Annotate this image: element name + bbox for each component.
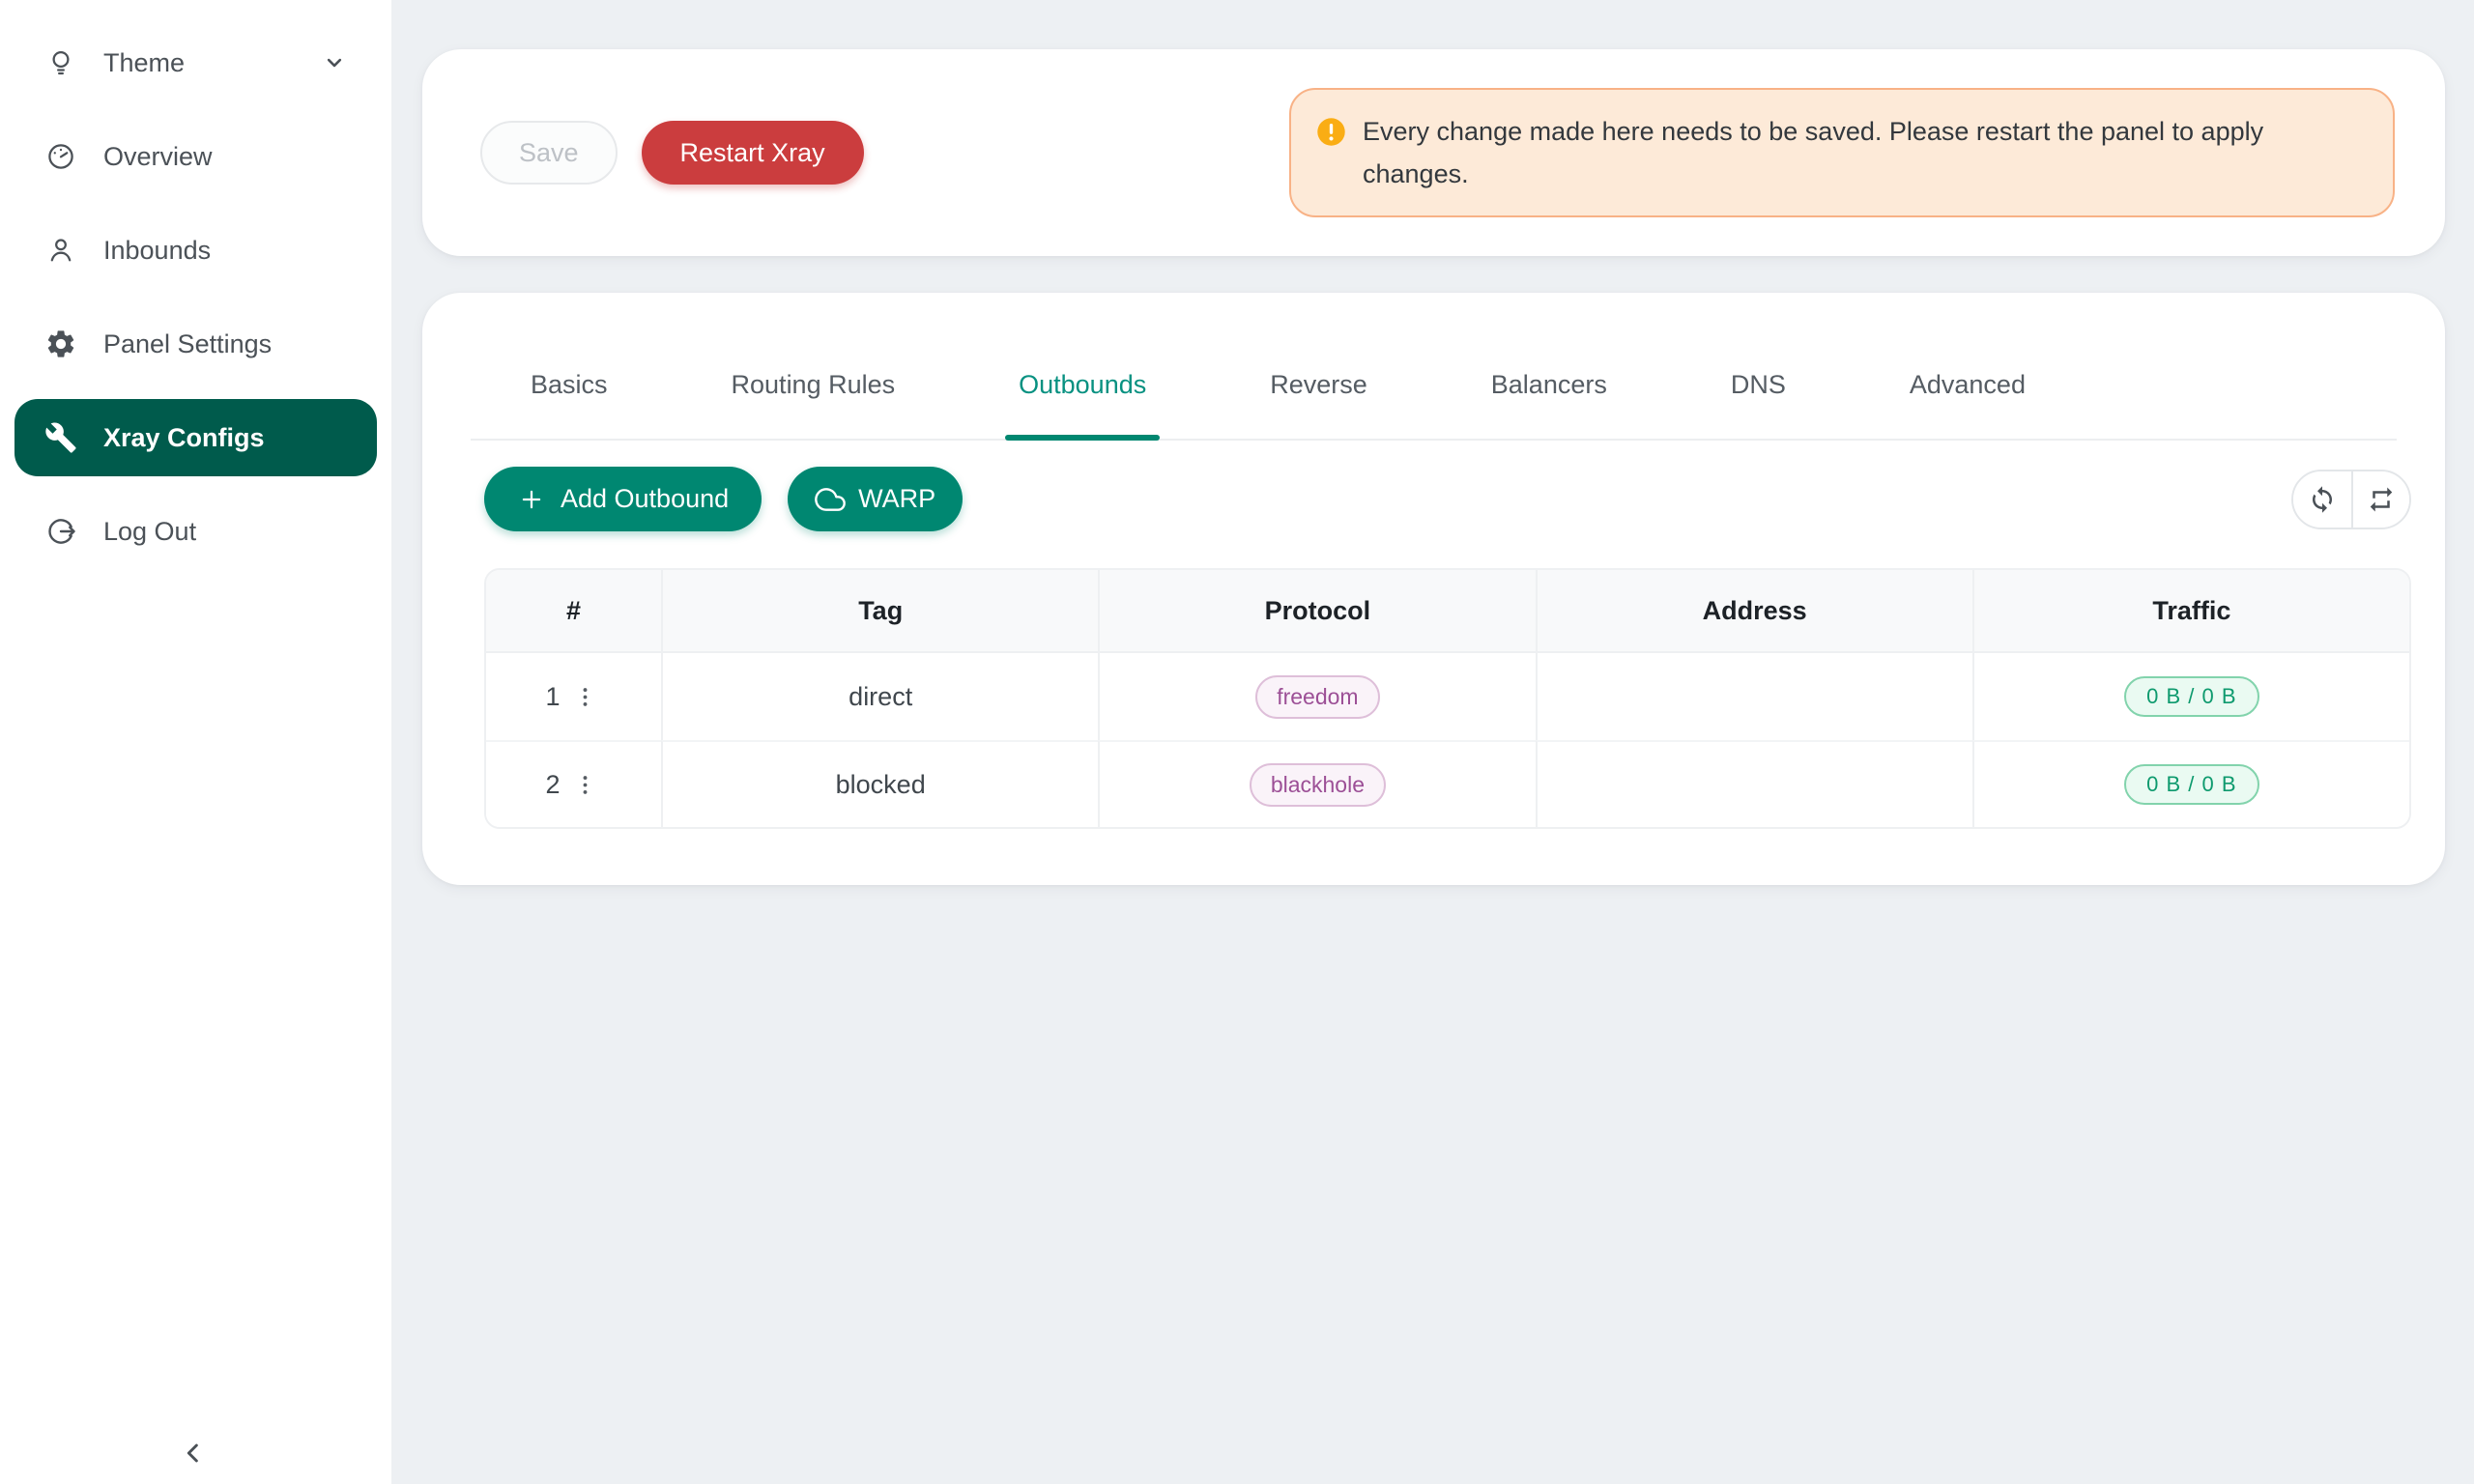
restart-xray-button[interactable]: Restart Xray <box>641 121 864 185</box>
dots-vertical-icon <box>572 684 598 710</box>
table-actions-group <box>2291 469 2411 529</box>
sidebar: Theme Overview Inbounds <box>0 0 391 1484</box>
cell-address <box>1535 740 1972 827</box>
tab-dns[interactable]: DNS <box>1730 370 1786 399</box>
column-header-traffic: Traffic <box>1971 570 2409 653</box>
sidebar-item-xray-configs[interactable]: Xray Configs <box>14 399 377 476</box>
wrench-icon <box>43 420 78 455</box>
main-content: Save Restart Xray Every change made here… <box>391 0 2474 1484</box>
protocol-badge: blackhole <box>1249 762 1386 807</box>
traffic-badge: 0 B / 0 B <box>2124 764 2259 805</box>
tab-basics[interactable]: Basics <box>531 370 608 399</box>
bulb-icon <box>43 45 78 80</box>
refresh-icon <box>2308 485 2337 514</box>
row-menu-button[interactable] <box>568 768 602 802</box>
toolbar-card: Save Restart Xray Every change made here… <box>422 49 2445 256</box>
chevron-left-icon <box>178 1438 209 1469</box>
cell-tag: blocked <box>661 740 1099 827</box>
tab-balancers[interactable]: Balancers <box>1490 370 1607 399</box>
sidebar-item-label: Log Out <box>103 516 197 546</box>
cell-tag: direct <box>661 653 1099 740</box>
xray-configs-card: Basics Routing Rules Outbounds Reverse B… <box>422 293 2445 885</box>
tab-outbounds[interactable]: Outbounds <box>1005 370 1161 441</box>
outbounds-table: # Tag Protocol Address Traffic <box>484 568 2411 829</box>
sidebar-item-label: Overview <box>103 141 213 171</box>
row-menu-button[interactable] <box>568 680 602 714</box>
cloud-icon <box>815 484 847 515</box>
dots-vertical-icon <box>572 772 598 798</box>
save-button[interactable]: Save <box>480 121 618 185</box>
column-header-address: Address <box>1535 570 1972 653</box>
repeat-icon <box>2367 485 2396 514</box>
table-row: 1 direct freedom <box>486 653 2409 740</box>
column-header-index: # <box>486 570 662 653</box>
sidebar-item-label: Theme <box>103 47 186 77</box>
tabs-bar: Basics Routing Rules Outbounds Reverse B… <box>422 293 2445 441</box>
sidebar-item-label: Inbounds <box>103 235 212 265</box>
outbounds-panel: Add Outbound WARP <box>422 467 2445 829</box>
table-header-row: # Tag Protocol Address Traffic <box>486 570 2409 653</box>
alert-text: Every change made here needs to be saved… <box>1363 117 2264 188</box>
tab-reverse[interactable]: Reverse <box>1270 370 1367 399</box>
warning-icon <box>1316 117 1346 147</box>
restart-warning-alert: Every change made here needs to be saved… <box>1289 88 2395 217</box>
column-header-protocol: Protocol <box>1098 570 1536 653</box>
row-index: 2 <box>545 769 561 799</box>
user-icon <box>43 233 78 268</box>
logout-icon <box>43 514 78 549</box>
sidebar-item-overview[interactable]: Overview <box>14 118 377 195</box>
traffic-badge: 0 B / 0 B <box>2124 676 2259 717</box>
sidebar-item-label: Panel Settings <box>103 328 273 358</box>
dashboard-icon <box>43 139 78 174</box>
sidebar-item-log-out[interactable]: Log Out <box>14 493 377 570</box>
tab-routing-rules[interactable]: Routing Rules <box>731 370 896 399</box>
sidebar-item-inbounds[interactable]: Inbounds <box>14 212 377 289</box>
table-row: 2 blocked blackhole <box>486 740 2409 827</box>
row-index: 1 <box>545 681 561 711</box>
add-outbound-button[interactable]: Add Outbound <box>484 467 762 531</box>
sidebar-item-theme[interactable]: Theme <box>14 24 377 101</box>
plus-icon <box>517 485 546 514</box>
gear-icon <box>43 327 78 361</box>
sidebar-item-label: Xray Configs <box>103 422 265 452</box>
cell-address <box>1535 653 1972 740</box>
refresh-button[interactable] <box>2293 471 2351 528</box>
column-header-tag: Tag <box>661 570 1099 653</box>
tab-advanced[interactable]: Advanced <box>1909 370 2026 399</box>
warp-label: WARP <box>858 484 936 513</box>
sidebar-item-panel-settings[interactable]: Panel Settings <box>14 305 377 383</box>
sidebar-collapse-button[interactable] <box>162 1428 224 1478</box>
warp-button[interactable]: WARP <box>788 467 964 531</box>
reset-traffic-button[interactable] <box>2351 471 2409 528</box>
add-outbound-label: Add Outbound <box>561 484 730 513</box>
protocol-badge: freedom <box>1255 674 1380 719</box>
chevron-down-icon <box>321 49 348 76</box>
